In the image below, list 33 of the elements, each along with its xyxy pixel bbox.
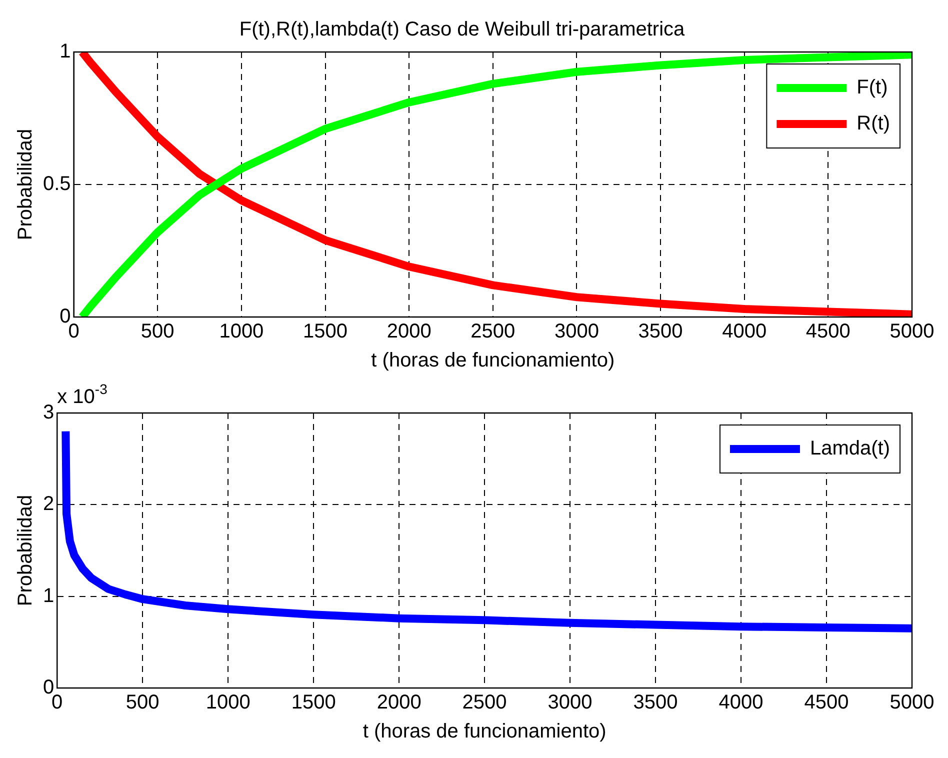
x-tick-label: 4000 (722, 320, 767, 343)
x-tick-label: 3500 (633, 692, 678, 714)
chart-title: F(t),R(t),lambda(t) Caso de Weibull tri-parametrica (239, 18, 686, 41)
x-tick-label: 2000 (376, 692, 422, 714)
x-tick-label: 5000 (890, 692, 934, 714)
x-tick-label: 2500 (470, 320, 516, 343)
y-tick-label: 2 (43, 493, 54, 516)
x-tick-label: 1500 (303, 320, 348, 343)
y-axis-title: Probabilidad (14, 128, 37, 240)
x-tick-label: 1000 (206, 692, 250, 714)
x-tick-label: 1500 (291, 692, 336, 714)
x-tick-label: 5000 (890, 320, 934, 343)
x-axis-title: t (horas de funcionamiento) (371, 350, 615, 372)
x-tick-label: 500 (126, 692, 160, 714)
y-tick-label: 1 (60, 40, 71, 63)
x-tick-label: 3000 (548, 692, 592, 714)
x-tick-label: 1000 (219, 320, 264, 343)
x-tick-label: 4500 (806, 320, 850, 343)
x-tick-label: 2000 (386, 320, 432, 343)
y-tick-label: 0.5 (42, 173, 71, 196)
x-tick-label: 4000 (718, 692, 764, 714)
x-tick-label: 2500 (462, 692, 507, 714)
x-tick-label: 3500 (638, 320, 683, 343)
x-axis-title: t (horas de funcionamiento) (362, 720, 606, 743)
x-tick-label: 3000 (554, 320, 599, 343)
y-axis-title: Probabilidad (14, 494, 37, 606)
x-tick-label: 500 (140, 320, 174, 343)
y-tick-label: 1 (43, 584, 54, 607)
x-tick-label: 4500 (804, 692, 849, 714)
legend-label: R(t) (856, 112, 890, 135)
y-tick-label: 3 (43, 402, 54, 424)
legend-label: F(t) (856, 76, 888, 99)
legend-label: Lamda(t) (810, 438, 890, 460)
